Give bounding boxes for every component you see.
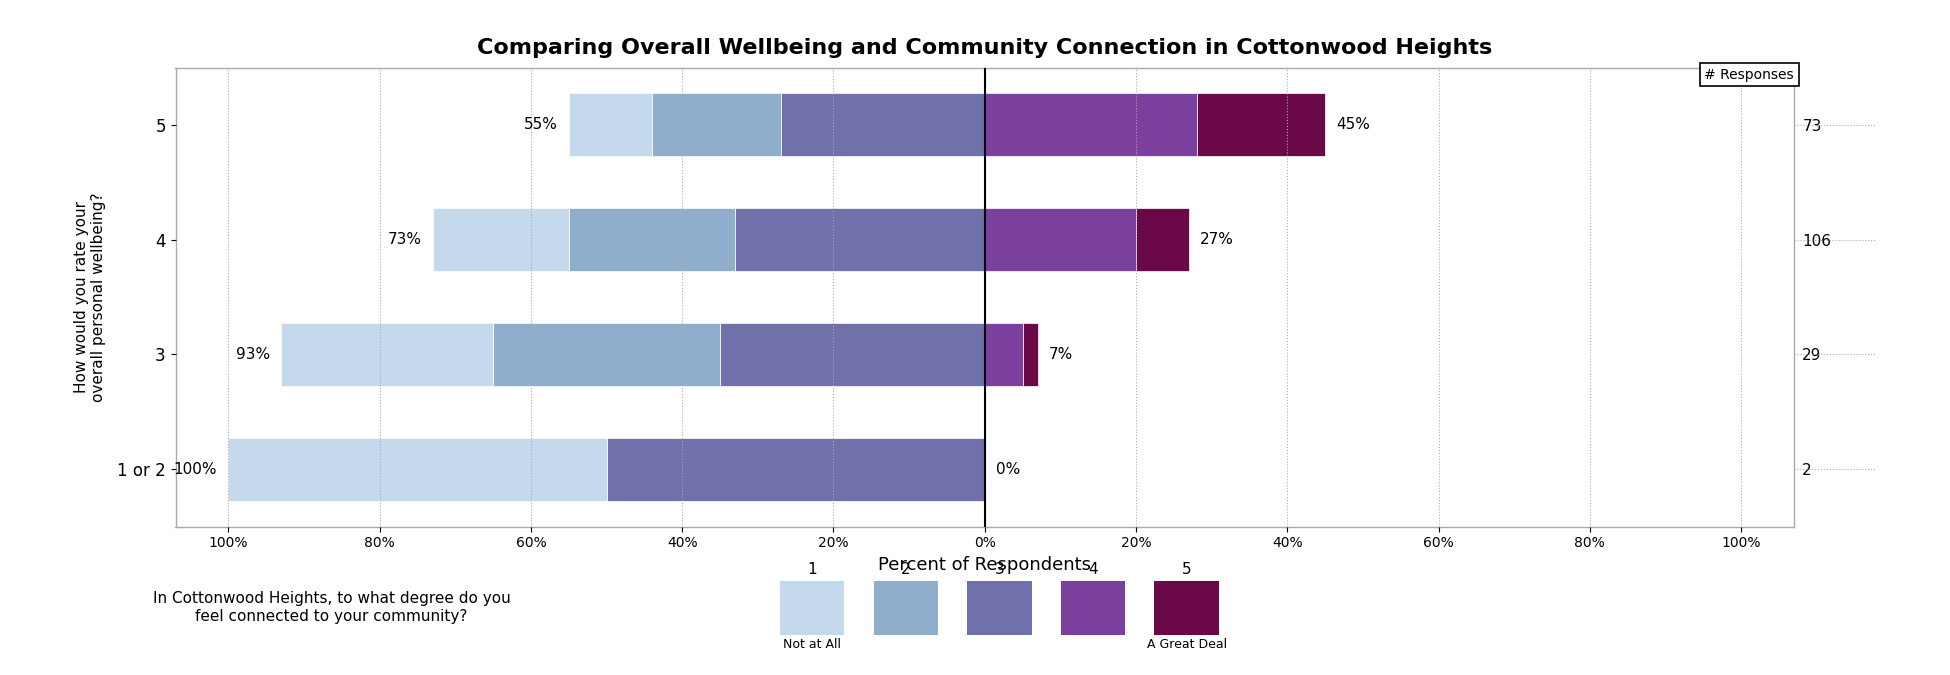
- Bar: [1137, 208, 1190, 271]
- Text: 55%: 55%: [523, 117, 558, 132]
- Text: Not at All: Not at All: [784, 638, 840, 651]
- Bar: [569, 93, 651, 157]
- Text: 7%: 7%: [1049, 347, 1073, 362]
- Bar: [651, 93, 780, 157]
- Title: Comparing Overall Wellbeing and Community Connection in Cottonwood Heights: Comparing Overall Wellbeing and Communit…: [478, 38, 1492, 57]
- Bar: [281, 323, 493, 386]
- Text: 100%: 100%: [174, 462, 216, 477]
- Text: In Cottonwood Heights, to what degree do you
feel connected to your community?: In Cottonwood Heights, to what degree do…: [152, 591, 511, 624]
- Bar: [720, 323, 985, 386]
- Text: 1: 1: [807, 562, 817, 577]
- Text: 3: 3: [994, 562, 1004, 577]
- Bar: [780, 93, 985, 157]
- Text: 73%: 73%: [388, 232, 421, 247]
- Y-axis label: How would you rate your
overall personal wellbeing?: How would you rate your overall personal…: [74, 192, 105, 402]
- Bar: [735, 208, 985, 271]
- Bar: [493, 323, 720, 386]
- Bar: [985, 323, 1022, 386]
- Bar: [985, 208, 1137, 271]
- Text: 27%: 27%: [1201, 232, 1234, 247]
- Bar: [606, 437, 985, 501]
- Text: A Great Deal: A Great Deal: [1147, 638, 1227, 651]
- Text: 4: 4: [1088, 562, 1098, 577]
- Text: 45%: 45%: [1336, 117, 1371, 132]
- Text: 93%: 93%: [236, 347, 269, 362]
- Text: 0%: 0%: [996, 462, 1020, 477]
- Bar: [569, 208, 735, 271]
- Bar: [1197, 93, 1326, 157]
- X-axis label: Percent of Respondents: Percent of Respondents: [878, 556, 1092, 574]
- Bar: [1022, 323, 1037, 386]
- Text: # Responses: # Responses: [1704, 68, 1794, 82]
- Text: 2: 2: [901, 562, 911, 577]
- Bar: [433, 208, 569, 271]
- Bar: [985, 93, 1197, 157]
- Text: 5: 5: [1182, 562, 1191, 577]
- Bar: [228, 437, 606, 501]
